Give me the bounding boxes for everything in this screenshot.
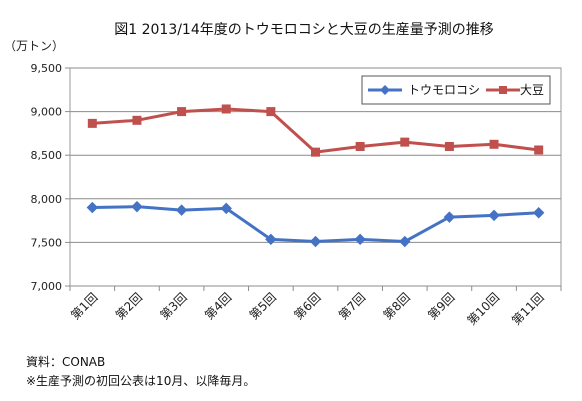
legend-label: 大豆 — [520, 83, 544, 97]
data-point — [132, 115, 142, 125]
data-point — [87, 118, 97, 128]
x-tick-label: 第3回 — [157, 290, 189, 322]
data-point — [532, 207, 545, 219]
legend-label: トウモロコシ — [408, 83, 480, 97]
x-tick-label: 第4回 — [202, 290, 234, 322]
x-tick-label: 第10回 — [464, 290, 502, 328]
footnote: ※生産予測の初回公表は10月、以降毎月。 — [26, 373, 255, 388]
x-tick-label: 第7回 — [336, 290, 368, 322]
y-tick-label: 8,500 — [31, 149, 63, 162]
data-point — [265, 233, 277, 246]
data-point — [266, 107, 276, 117]
data-point — [177, 107, 187, 117]
data-point — [221, 104, 231, 114]
data-point — [399, 235, 411, 248]
x-tick-label: 第9回 — [425, 290, 457, 322]
x-tick-label: 第1回 — [68, 290, 100, 322]
legend-marker — [380, 85, 390, 95]
x-tick-label: 第5回 — [247, 290, 279, 322]
data-point — [309, 235, 322, 248]
data-point — [131, 200, 143, 213]
x-tick-label: 第6回 — [291, 290, 323, 322]
chart-title: 図1 2013/14年度のトウモロコシと大豆の生産量予測の推移 — [114, 22, 494, 38]
y-tick-label: 7,000 — [31, 280, 63, 293]
x-tick-label: 第11回 — [509, 290, 547, 328]
x-tick-label: 第8回 — [381, 290, 413, 322]
data-point — [489, 139, 499, 149]
y-tick-label: 9,500 — [31, 62, 63, 75]
y-tick-label: 9,000 — [31, 106, 63, 119]
data-point — [220, 202, 232, 215]
data-point — [400, 137, 410, 147]
data-point — [488, 209, 500, 222]
data-point — [443, 211, 456, 223]
grid-layer — [69, 67, 562, 287]
data-point — [444, 141, 454, 151]
data-point — [534, 145, 544, 155]
data-point — [311, 147, 320, 157]
data-point — [354, 233, 366, 246]
series-layer — [86, 104, 545, 248]
legend: トウモロコシ 大豆 — [361, 75, 551, 105]
y-tick-label: 8,000 — [31, 193, 63, 206]
series-line-1 — [92, 107, 539, 154]
y-tick-label: 7,500 — [31, 236, 63, 249]
legend-marker — [499, 86, 507, 94]
data-point — [175, 204, 188, 216]
data-point — [355, 141, 365, 151]
source-note: 資料：CONAB — [26, 355, 105, 369]
x-tick-label: 第2回 — [113, 290, 145, 322]
data-point — [86, 201, 99, 214]
y-axis-unit: （万トン） — [4, 39, 64, 53]
